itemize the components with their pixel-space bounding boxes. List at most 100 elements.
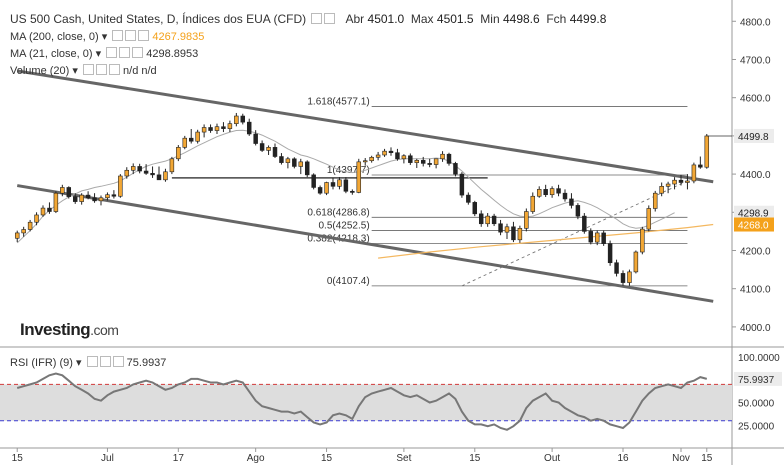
- candle-up: [214, 126, 220, 131]
- ma21-legend[interactable]: MA (21, close, 0) ▾ 4298.8953: [10, 47, 199, 60]
- settings-icon[interactable]: [311, 13, 323, 24]
- time-tick-label: Set: [396, 453, 411, 464]
- fib-level-label: 0.618(4286.8): [307, 207, 369, 218]
- candle-down: [511, 226, 516, 241]
- candle-down: [272, 147, 278, 157]
- settings-icon[interactable]: [119, 47, 131, 58]
- price-tick-label: 4200.0: [740, 246, 771, 257]
- candle-down: [472, 202, 478, 215]
- candle-up: [337, 179, 342, 187]
- candle-down: [543, 189, 548, 196]
- candle-up: [517, 228, 523, 241]
- candle-down: [259, 143, 265, 151]
- price-tick-label: 4100.0: [740, 285, 771, 296]
- candle-down: [111, 194, 117, 197]
- candle-up: [40, 207, 46, 216]
- close-icon[interactable]: [138, 30, 150, 41]
- candle-down: [575, 205, 581, 217]
- settings-icon[interactable]: [99, 356, 111, 367]
- candle-down: [569, 198, 574, 206]
- candle-down: [279, 156, 284, 163]
- fib-level-label: 0(4107.4): [327, 276, 370, 287]
- low-label: Min: [480, 12, 500, 26]
- rsi-tick-label: 25.0000: [738, 421, 775, 432]
- candle-down: [498, 223, 503, 233]
- candle-up: [201, 127, 207, 133]
- candle-down: [459, 173, 465, 196]
- settings-icon[interactable]: [95, 64, 107, 75]
- candle-down: [137, 166, 142, 172]
- candle-up: [118, 175, 123, 197]
- candle-up: [659, 186, 664, 194]
- candle-down: [350, 190, 355, 193]
- time-tick-label: Ago: [247, 453, 265, 464]
- rsi-legend[interactable]: RSI (IFR) (9) ▾ 75.9937: [10, 356, 167, 369]
- open-label: Abr: [345, 12, 365, 26]
- close-value: 4499.8: [569, 12, 607, 26]
- candle-up: [414, 160, 420, 163]
- candle-down: [72, 196, 78, 202]
- candle-up: [60, 187, 65, 194]
- eye-icon[interactable]: [82, 64, 94, 75]
- candle-down: [66, 187, 72, 197]
- candle-up: [382, 150, 387, 156]
- candle-down: [427, 163, 432, 165]
- candle-up: [691, 164, 697, 182]
- volume-legend[interactable]: Volume (20) ▾ n/d n/d: [10, 64, 157, 77]
- candle-down: [92, 197, 97, 202]
- candle-down: [208, 127, 213, 131]
- candle-up: [646, 208, 652, 230]
- candle-up: [195, 131, 200, 142]
- candle-down: [150, 173, 155, 176]
- candle-up: [530, 195, 536, 212]
- rsi-band: [0, 384, 732, 421]
- investing-logo: Investing.com: [20, 320, 119, 340]
- candle-up: [440, 153, 445, 160]
- high-value: 4501.5: [436, 12, 474, 26]
- candle-down: [620, 273, 626, 283]
- fib-level-label: 1.618(4577.1): [307, 96, 369, 107]
- candle-down: [614, 262, 619, 274]
- candle-down: [491, 215, 497, 225]
- time-tick-label: Jul: [101, 453, 114, 464]
- time-tick-label: 15: [701, 453, 713, 464]
- candle-up: [401, 155, 407, 160]
- ma21-price-tag-bg: [734, 205, 774, 220]
- time-tick-label: 15: [321, 453, 333, 464]
- candle-down: [240, 115, 246, 123]
- close-icon[interactable]: [108, 64, 120, 75]
- candle-up: [633, 251, 639, 273]
- candle-down: [317, 187, 323, 194]
- candle-down: [246, 121, 252, 135]
- settings-icon[interactable]: [125, 30, 137, 41]
- candle-down: [453, 163, 458, 175]
- candle-up: [356, 161, 362, 193]
- candle-up: [324, 182, 329, 194]
- eye-icon[interactable]: [86, 356, 98, 367]
- candle-down: [408, 155, 413, 163]
- ma200-legend[interactable]: MA (200, close, 0) ▾ 4267.9835: [10, 30, 205, 43]
- price-tick-label: 4700.0: [740, 55, 771, 66]
- ma200-label: MA (200, close, 0): [10, 31, 99, 43]
- close-icon[interactable]: [132, 47, 144, 58]
- eye-icon[interactable]: [112, 30, 124, 41]
- candle-up: [124, 169, 130, 177]
- candle-up: [105, 194, 110, 199]
- candle-up: [375, 154, 381, 158]
- time-tick-label: 15: [12, 453, 24, 464]
- price-tick-label: 4000.0: [740, 323, 771, 334]
- ma21-price-tag: 4298.9: [738, 209, 769, 220]
- candle-up: [594, 232, 600, 243]
- candle-up: [369, 156, 374, 162]
- candle-down: [601, 232, 606, 244]
- rsi-label: RSI (IFR) (9): [10, 357, 73, 369]
- rsi-value-tag-bg: [734, 371, 782, 386]
- close-icon[interactable]: [112, 356, 124, 367]
- eye-icon[interactable]: [106, 47, 118, 58]
- ma200-value: 4267.9835: [152, 31, 205, 43]
- candle-up: [27, 221, 33, 230]
- time-tick-label: 17: [173, 453, 185, 464]
- candle-down: [292, 158, 297, 167]
- close-icon[interactable]: [324, 13, 336, 24]
